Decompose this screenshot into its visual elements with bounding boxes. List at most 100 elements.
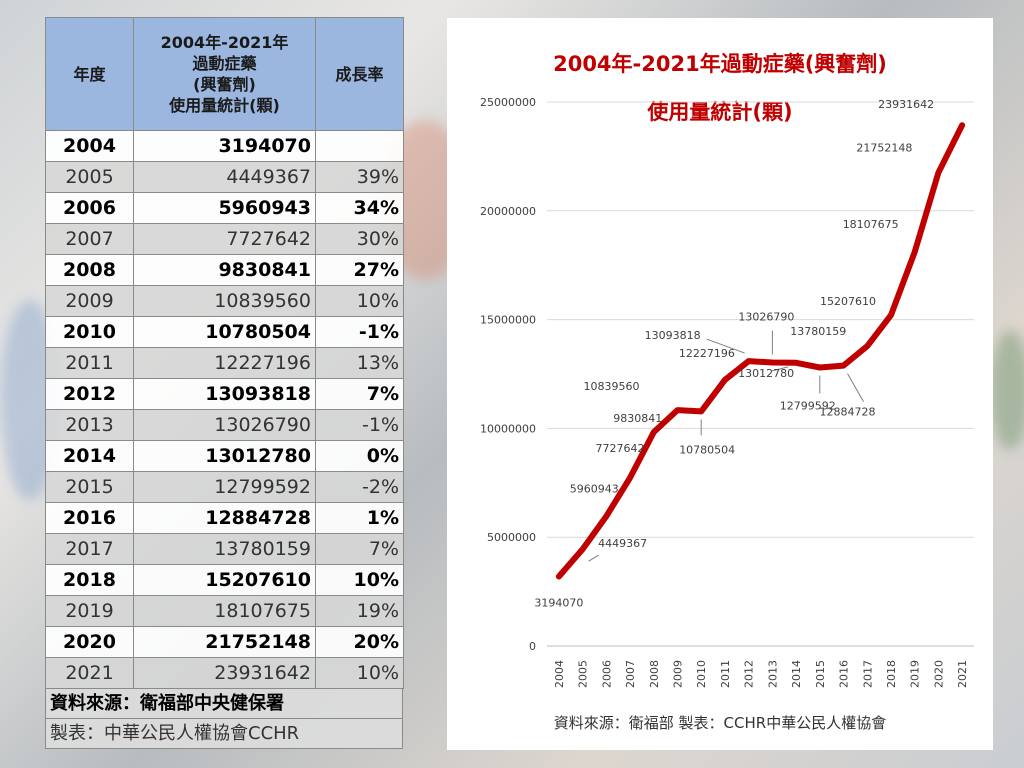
data-label-leader [771,366,789,372]
header-year: 年度 [45,17,134,131]
table-row: 2014 13012780 0% [45,440,404,472]
year-cell: 2009 [45,285,134,317]
usage-cell: 9830841 [133,254,316,286]
table-row: 2019 18107675 19% [45,595,404,627]
growth-rate-cell: 1% [315,502,404,534]
year-cell: 2017 [45,533,134,565]
data-point [674,407,680,413]
growth-rate-cell [315,130,404,162]
table-row: 2013 13026790 -1% [45,409,404,441]
header-usage-line: (興奮劑) [193,75,256,94]
data-label: 12799592 [780,399,836,412]
table-row: 2010 10780504 -1% [45,316,404,348]
year-cell: 2014 [45,440,134,472]
growth-rate-cell: 20% [315,626,404,658]
data-label: 12884728 [820,406,876,419]
growth-rate-cell: 27% [315,254,404,286]
usage-cell: 12884728 [133,502,316,534]
y-tick-label: 10000000 [480,422,536,435]
data-label-leader [588,554,599,562]
data-label: 13012780 [738,367,794,380]
year-cell: 2011 [45,347,134,379]
table-body: 2004 3194070 2005 4449367 39% 2006 5960943 34% 2… [45,130,404,689]
data-point [722,377,728,383]
usage-table: 年度 2004年-2021年 過動症藥 (興奮劑) 使用量統計(顆) 成長率 2… [45,17,404,689]
growth-rate-cell: 13% [315,347,404,379]
x-tick-label: 2004 [553,660,566,688]
x-tick-label: 2011 [719,660,732,688]
data-point [580,546,586,552]
x-tick-label: 2018 [885,660,898,688]
x-tick-label: 2020 [932,660,945,688]
data-point [864,343,870,349]
y-tick-label: 5000000 [487,531,536,544]
year-cell: 2005 [45,161,134,193]
header-usage-line: 使用量統計(顆) [169,96,280,115]
data-label: 21752148 [856,142,912,155]
data-label-leader [706,338,745,354]
growth-rate-cell: 39% [315,161,404,193]
data-label: 10839560 [583,380,639,393]
table-row: 2021 23931642 10% [45,657,404,689]
data-label: 12227196 [679,347,735,360]
usage-cell: 3194070 [133,130,316,162]
data-point [603,513,609,519]
background-decoration [990,330,1024,450]
data-point [556,573,562,579]
year-cell: 2012 [45,378,134,410]
x-tick-label: 2009 [671,660,684,688]
usage-cell: 18107675 [133,595,316,627]
data-label: 5960943 [570,482,619,495]
usage-cell: 10839560 [133,285,316,317]
usage-cell: 23931642 [133,657,316,689]
usage-cell: 5960943 [133,192,316,224]
table-row: 2012 13093818 7% [45,378,404,410]
table-row: 2008 9830841 27% [45,254,404,286]
header-usage: 2004年-2021年 過動症藥 (興奮劑) 使用量統計(顆) [133,17,316,131]
usage-cell: 13012780 [133,440,316,472]
usage-cell: 15207610 [133,564,316,596]
data-point [841,363,847,369]
year-cell: 2010 [45,316,134,348]
x-tick-label: 2007 [624,660,637,688]
x-tick-label: 2013 [766,660,779,688]
x-tick-label: 2006 [600,660,613,688]
growth-rate-cell: 10% [315,285,404,317]
data-label: 7727642 [596,442,645,455]
growth-rate-cell: -2% [315,471,404,503]
usage-cell: 21752148 [133,626,316,658]
data-label: 15207610 [820,295,876,308]
year-cell: 2021 [45,657,134,689]
year-cell: 2006 [45,192,134,224]
year-cell: 2004 [45,130,134,162]
year-cell: 2018 [45,564,134,596]
growth-rate-cell: 34% [315,192,404,224]
header-usage-line: 2004年-2021年 [160,33,289,52]
data-table-panel: 年度 2004年-2021年 過動症藥 (興奮劑) 使用量統計(顆) 成長率 2… [45,17,404,749]
data-label: 10780504 [679,443,735,456]
table-row: 2009 10839560 10% [45,285,404,317]
y-tick-label: 25000000 [480,96,536,109]
x-tick-label: 2019 [909,660,922,688]
x-tick-label: 2014 [790,660,803,688]
x-tick-label: 2012 [743,660,756,688]
x-tick-label: 2021 [956,660,969,688]
chart-panel: 2004年-2021年過動症藥(興奮劑) 使用量統計(顆) 0 5000000 10… [447,18,993,750]
data-label: 4449367 [598,537,647,550]
usage-cell: 12227196 [133,347,316,379]
data-point [627,475,633,481]
x-tick-label: 2017 [861,660,874,688]
data-point [769,360,775,366]
table-source: 資料來源：衛福部中央健保署 [45,689,403,719]
data-label-leader [847,373,864,402]
data-point [746,358,752,364]
x-tick-label: 2010 [695,660,708,688]
header-growth-rate: 成長率 [315,17,404,131]
data-label: 13026790 [738,311,794,324]
table-row: 2007 7727642 30% [45,223,404,255]
line-chart: 0 5000000 10000000 15000000 20000000 25000000… [480,96,974,688]
growth-rate-cell: -1% [315,409,404,441]
chart-title-line-1: 2004年-2021年過動症藥(興奮劑) [553,52,887,76]
y-tick-label: 0 [529,640,536,653]
growth-rate-cell: 19% [315,595,404,627]
